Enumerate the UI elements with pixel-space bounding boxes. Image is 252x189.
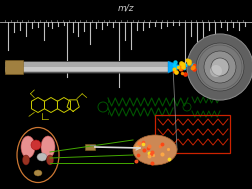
Point: [181, 66, 185, 69]
Point: [176, 66, 180, 69]
Point: [187, 60, 191, 64]
Point: [182, 63, 186, 66]
Circle shape: [204, 51, 236, 83]
Ellipse shape: [47, 155, 53, 165]
Ellipse shape: [21, 136, 35, 158]
Point: [183, 64, 187, 67]
Point: [166, 148, 170, 151]
Point: [187, 59, 191, 62]
Point: [179, 63, 183, 66]
Ellipse shape: [22, 155, 29, 165]
Bar: [5, 62, 168, 72]
Point: [179, 64, 183, 67]
Ellipse shape: [17, 128, 59, 183]
Circle shape: [210, 65, 222, 77]
Point: [149, 152, 153, 155]
Circle shape: [211, 58, 229, 76]
Point: [134, 159, 138, 162]
Circle shape: [196, 43, 244, 91]
Point: [183, 73, 187, 76]
Ellipse shape: [31, 140, 41, 150]
Point: [150, 161, 154, 164]
Point: [192, 68, 196, 71]
Point: [191, 65, 195, 68]
Point: [179, 66, 183, 69]
Point: [179, 66, 183, 69]
Point: [151, 153, 155, 156]
Point: [187, 62, 191, 65]
Point: [185, 59, 189, 62]
Bar: [5, 67, 168, 71]
Point: [137, 141, 141, 144]
Point: [180, 65, 184, 68]
Point: [179, 68, 183, 71]
Point: [174, 71, 178, 74]
Bar: [5, 61, 168, 73]
Point: [172, 68, 176, 71]
Point: [178, 67, 182, 70]
Point: [167, 158, 171, 161]
Point: [182, 67, 186, 70]
Point: [141, 141, 145, 144]
Point: [181, 65, 185, 68]
Point: [174, 66, 178, 69]
Point: [181, 62, 185, 65]
Ellipse shape: [133, 135, 177, 165]
Point: [160, 153, 164, 156]
Point: [181, 65, 185, 68]
Point: [174, 71, 178, 74]
Point: [147, 151, 151, 154]
Point: [172, 64, 176, 67]
Point: [180, 65, 184, 68]
Point: [178, 64, 182, 67]
Point: [135, 146, 139, 149]
Point: [147, 154, 151, 157]
Point: [173, 60, 177, 63]
Point: [147, 144, 151, 147]
Ellipse shape: [34, 170, 42, 176]
Point: [181, 65, 185, 68]
Circle shape: [187, 34, 252, 100]
Point: [172, 70, 176, 73]
Point: [146, 147, 150, 150]
Point: [141, 142, 145, 145]
Point: [160, 142, 164, 145]
Polygon shape: [168, 61, 184, 73]
Point: [136, 153, 140, 156]
Point: [191, 63, 195, 66]
Point: [190, 66, 194, 69]
Point: [180, 72, 184, 75]
Point: [179, 66, 183, 69]
Point: [181, 65, 185, 68]
Ellipse shape: [37, 153, 47, 161]
Point: [150, 151, 154, 154]
Point: [178, 64, 182, 67]
Bar: [5, 60, 23, 74]
Point: [179, 62, 183, 65]
Ellipse shape: [41, 136, 55, 158]
Bar: [85, 144, 95, 150]
Bar: [155, 115, 230, 153]
Text: m/z: m/z: [118, 4, 134, 12]
Point: [192, 64, 196, 67]
Point: [142, 149, 146, 152]
Point: [158, 144, 162, 147]
